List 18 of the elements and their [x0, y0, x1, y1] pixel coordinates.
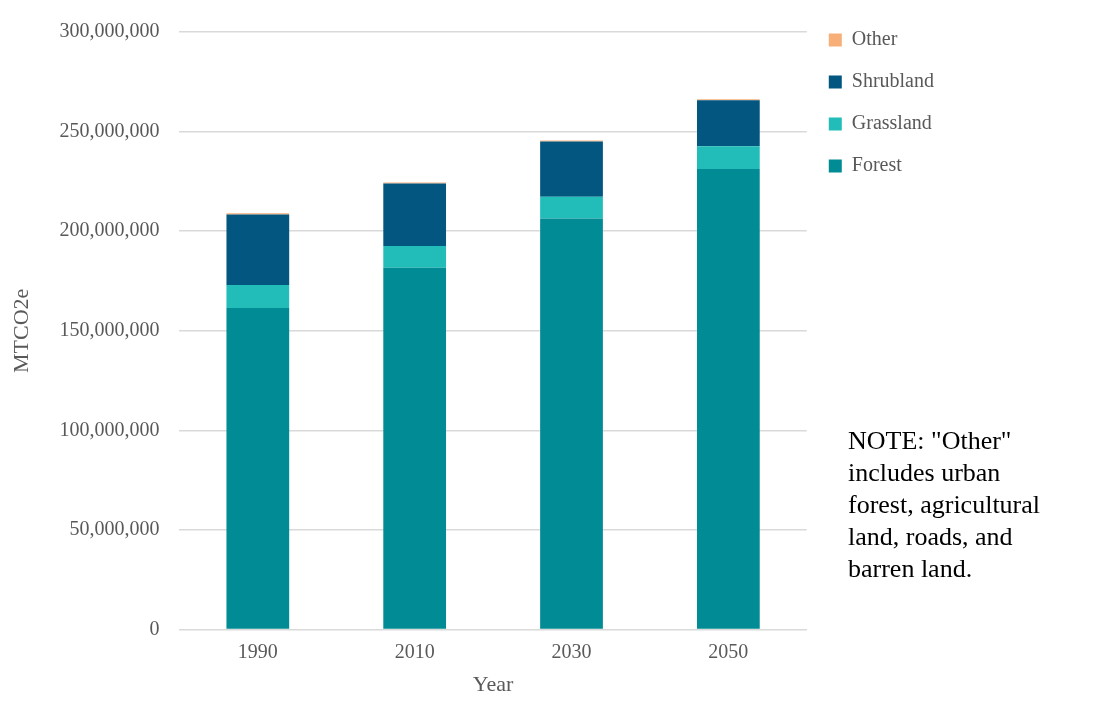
legend-label: Forest: [851, 153, 903, 176]
legend-label: Shrubland: [851, 69, 934, 92]
x-tick-label: 2010: [394, 639, 435, 662]
y-axis-title: MTCO2e: [7, 288, 33, 373]
x-tick-label: 1990: [237, 639, 278, 662]
y-tick-label: 300,000,000: [59, 19, 160, 42]
y-tick-label: 100,000,000: [59, 417, 160, 440]
legend-label: Grassland: [851, 111, 932, 134]
y-tick-label: 250,000,000: [59, 118, 160, 141]
y-tick-label: 0: [149, 616, 160, 639]
text: NOTE: "Other" includes urban forest, agricultural land, roads, and barren land.: [848, 425, 1042, 585]
x-tick-label: 2050: [708, 639, 749, 662]
y-tick-label: 150,000,000: [59, 318, 160, 341]
x-axis-title: Year: [472, 670, 515, 696]
x-tick-label: 2030: [551, 639, 592, 662]
y-tick-label: 50,000,000: [69, 517, 160, 540]
y-tick-label: 200,000,000: [59, 218, 160, 241]
legend-label: Other: [851, 27, 898, 50]
